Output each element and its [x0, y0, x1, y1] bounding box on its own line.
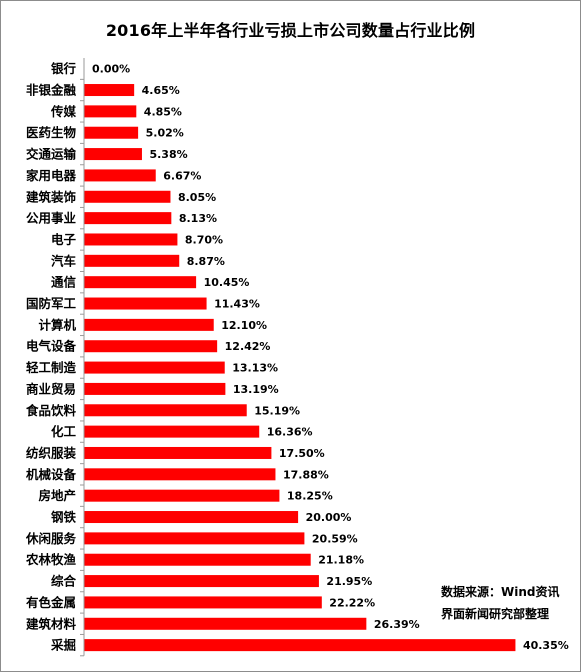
chart-title: 2016年上半年各行业亏损上市公司数量占行业比例: [105, 21, 476, 40]
category-label: 化工: [51, 424, 77, 439]
category-label: 食品饮料: [25, 403, 77, 418]
data-source-note: 数据来源：Wind资讯 界面新闻研究部整理: [441, 581, 559, 625]
value-label: 0.00%: [92, 63, 130, 76]
category-label: 建筑装饰: [26, 189, 77, 204]
category-label: 农林牧渔: [25, 552, 77, 567]
value-label: 8.87%: [187, 255, 225, 268]
value-label: 26.39%: [374, 618, 420, 631]
bar: [84, 361, 225, 374]
value-label: 15.19%: [254, 404, 300, 417]
category-label: 钢铁: [51, 510, 77, 525]
category-label: 电子: [51, 232, 77, 247]
category-label: 纺织服装: [26, 445, 77, 460]
category-label: 家用电器: [26, 168, 77, 183]
value-label: 8.05%: [178, 191, 216, 204]
category-label: 通信: [51, 275, 77, 290]
value-label: 4.65%: [142, 84, 180, 97]
bar: [84, 382, 226, 395]
value-label: 40.35%: [523, 639, 569, 652]
bar: [84, 468, 276, 481]
bar: [84, 489, 280, 502]
bar: [84, 532, 305, 545]
category-label: 轻工制造: [26, 360, 77, 375]
value-label: 18.25%: [287, 490, 333, 503]
category-label: 有色金属: [26, 595, 76, 610]
value-label: 21.95%: [326, 575, 372, 588]
value-label: 21.18%: [318, 554, 364, 567]
bar: [84, 340, 218, 353]
category-label: 电气设备: [26, 339, 77, 354]
value-label: 22.22%: [329, 596, 375, 609]
bar: [84, 425, 260, 438]
category-label: 汽车: [51, 253, 77, 268]
bar: [84, 126, 139, 139]
bar: [84, 297, 207, 310]
bar: [84, 84, 135, 97]
category-label: 机械设备: [26, 467, 77, 482]
value-label: 8.13%: [179, 212, 217, 225]
bar: [84, 596, 322, 609]
category-label: 商业贸易: [26, 381, 76, 396]
category-label: 计算机: [38, 317, 76, 332]
bar: [84, 105, 137, 118]
category-label: 国防军工: [26, 296, 77, 311]
bar: [84, 511, 299, 524]
bar: [84, 276, 197, 289]
value-label: 16.36%: [267, 426, 313, 439]
value-label: 12.10%: [221, 319, 267, 332]
category-label: 交通运输: [26, 147, 77, 162]
bar: [84, 404, 247, 417]
value-label: 8.70%: [185, 233, 223, 246]
category-label: 采掘: [50, 638, 76, 653]
value-label: 13.13%: [232, 362, 278, 375]
category-label: 公用事业: [26, 211, 77, 226]
category-label: 建筑材料: [26, 616, 77, 631]
source-line-1: 数据来源：Wind资讯: [441, 585, 560, 599]
bar: [84, 617, 367, 630]
bar: [84, 639, 516, 652]
value-label: 20.59%: [312, 532, 358, 545]
value-label: 4.85%: [144, 105, 182, 118]
bar: [84, 212, 172, 225]
value-label: 20.00%: [306, 511, 352, 524]
value-label: 13.19%: [233, 383, 279, 396]
value-label: 10.45%: [204, 276, 250, 289]
value-label: 17.88%: [283, 468, 329, 481]
bar: [84, 318, 214, 331]
bar: [84, 148, 142, 161]
value-label: 6.67%: [163, 169, 201, 182]
value-label: 11.43%: [214, 298, 260, 311]
bar: [84, 446, 272, 459]
bar: [84, 190, 171, 203]
bar: [84, 553, 311, 566]
category-label: 银行: [51, 61, 77, 76]
bar: [84, 575, 319, 588]
value-label: 17.50%: [279, 447, 325, 460]
category-label: 休闲服务: [25, 531, 77, 546]
category-label: 传媒: [50, 104, 77, 119]
category-label: 房地产: [38, 488, 76, 503]
category-label: 综合: [51, 574, 77, 589]
bar: [84, 169, 156, 182]
value-label: 5.38%: [149, 148, 187, 161]
source-line-2: 界面新闻研究部整理: [441, 607, 550, 621]
value-label: 5.02%: [146, 127, 184, 140]
value-label: 12.42%: [225, 340, 271, 353]
category-label: 非银金融: [26, 83, 77, 98]
bar: [84, 233, 178, 246]
category-label: 医药生物: [26, 125, 77, 140]
bar: [84, 254, 180, 267]
